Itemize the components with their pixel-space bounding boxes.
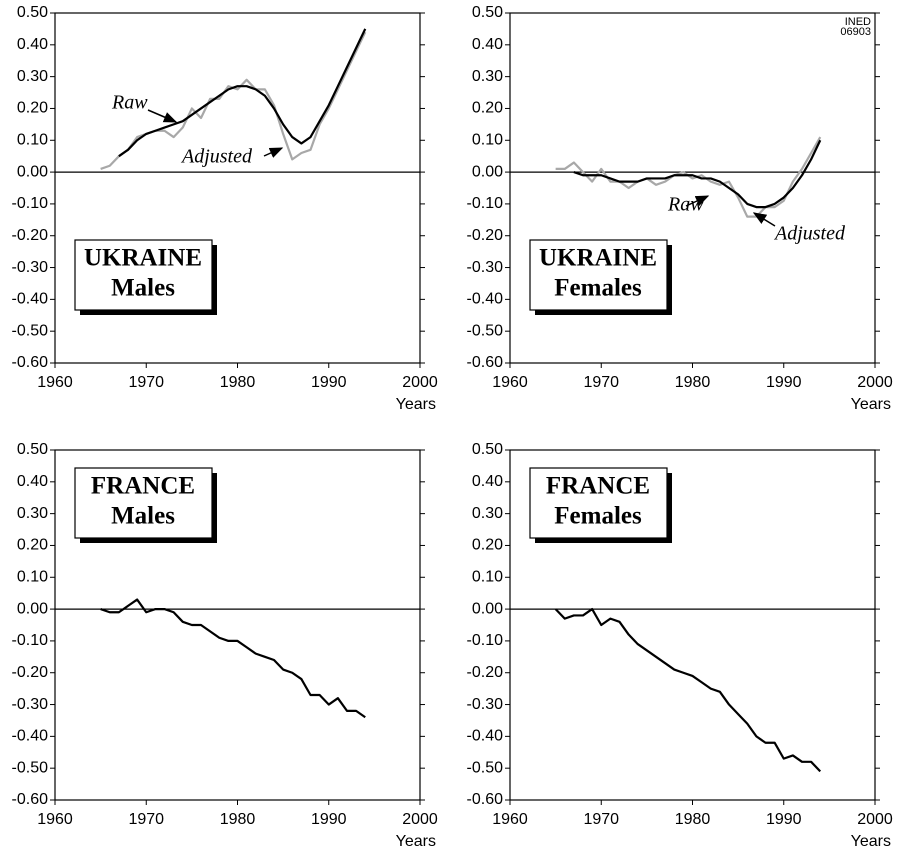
annotation-arrow (752, 212, 776, 227)
data-line (118, 28, 367, 158)
series-annotation: Raw (667, 194, 704, 216)
x-tick-label: 1990 (311, 374, 347, 391)
annotation-arrow (685, 195, 710, 207)
y-tick-label: 0.50 (17, 441, 48, 458)
x-tick-label: 1990 (311, 811, 347, 828)
x-tick-label: 1980 (220, 811, 256, 828)
y-tick-label: -0.20 (12, 664, 49, 681)
y-tick-label: -0.60 (467, 791, 504, 808)
y-tick-label: 0.40 (17, 473, 48, 490)
y-tick-label: -0.60 (12, 791, 49, 808)
y-tick-label: -0.10 (12, 632, 49, 649)
data-line (573, 139, 822, 209)
y-tick-label: 0.40 (472, 36, 503, 53)
panel-title: UKRAINE (84, 245, 202, 272)
y-tick-label: 0.50 (472, 441, 503, 458)
x-tick-label: 1960 (492, 374, 528, 391)
x-tick-label: 1990 (766, 811, 802, 828)
y-tick-label: -0.30 (12, 259, 49, 276)
series-annotation: Adjusted (180, 146, 253, 168)
note: INED (845, 16, 871, 28)
y-tick-label: 0.20 (17, 537, 48, 554)
y-tick-label: 0.30 (472, 505, 503, 522)
x-tick-label: 1970 (583, 811, 619, 828)
y-tick-label: -0.60 (467, 354, 504, 371)
x-tick-label: 1960 (37, 374, 73, 391)
y-tick-label: 0.10 (17, 568, 48, 585)
x-tick-label: 1980 (675, 811, 711, 828)
series-annotation: Raw (111, 92, 148, 114)
y-tick-label: -0.10 (467, 195, 504, 212)
x-tick-label: 1980 (220, 374, 256, 391)
x-tick-label: 2000 (857, 374, 893, 391)
x-tick-label: 1980 (675, 374, 711, 391)
y-tick-label: -0.20 (12, 227, 49, 244)
y-tick-label: 0.20 (472, 537, 503, 554)
y-tick-label: -0.10 (12, 195, 49, 212)
y-tick-label: -0.30 (12, 696, 49, 713)
x-tick-label: 2000 (402, 811, 438, 828)
y-tick-label: 0.40 (472, 473, 503, 490)
x-tick-label: 1970 (583, 374, 619, 391)
y-tick-label: 0.50 (472, 4, 503, 21)
y-tick-label: 0.20 (17, 100, 48, 117)
x-tick-label: 1960 (492, 811, 528, 828)
y-tick-label: 0.00 (472, 163, 503, 180)
label-box (529, 239, 668, 311)
y-tick-label: 0.10 (472, 568, 503, 585)
x-tick-label: 1990 (766, 374, 802, 391)
y-tick-label: 0.40 (17, 36, 48, 53)
x-axis-label: Years (396, 396, 436, 413)
panel-title: FRANCE (546, 473, 650, 500)
y-tick-label: -0.40 (12, 291, 49, 308)
data-line (554, 607, 822, 773)
annotation-arrow (263, 147, 284, 158)
y-tick-label: -0.20 (467, 664, 504, 681)
x-axis-label: Years (851, 833, 891, 850)
y-tick-label: 0.10 (17, 131, 48, 148)
y-tick-label: 0.10 (472, 131, 503, 148)
panel-subtitle: Females (554, 503, 642, 530)
x-tick-label: 1970 (128, 374, 164, 391)
y-tick-label: -0.50 (467, 322, 504, 339)
x-tick-label: 1960 (37, 811, 73, 828)
x-tick-label: 2000 (402, 374, 438, 391)
y-tick-label: -0.20 (467, 227, 504, 244)
y-tick-label: 0.00 (17, 600, 48, 617)
y-tick-label: 0.30 (472, 68, 503, 85)
panel-subtitle: Males (111, 275, 175, 302)
y-tick-label: 0.50 (17, 4, 48, 21)
x-axis-label: Years (851, 396, 891, 413)
y-tick-label: -0.30 (467, 259, 504, 276)
panel-title: UKRAINE (539, 245, 657, 272)
label-box (74, 239, 213, 311)
label-box (74, 467, 213, 539)
series-annotation: Adjusted (773, 223, 846, 245)
y-tick-label: -0.40 (467, 291, 504, 308)
y-tick-label: -0.50 (12, 759, 49, 776)
annotation-arrow (147, 109, 178, 123)
y-tick-label: -0.40 (12, 728, 49, 745)
x-axis-label: Years (396, 833, 436, 850)
panel-title: FRANCE (91, 473, 195, 500)
x-tick-label: 2000 (857, 811, 893, 828)
panel-subtitle: Females (554, 275, 642, 302)
panel-subtitle: Males (111, 503, 175, 530)
y-tick-label: -0.40 (467, 728, 504, 745)
y-tick-label: 0.30 (17, 68, 48, 85)
y-tick-label: -0.60 (12, 354, 49, 371)
x-tick-label: 1970 (128, 811, 164, 828)
note: 06903 (840, 26, 871, 38)
y-tick-label: -0.50 (12, 322, 49, 339)
data-line (100, 598, 366, 719)
y-tick-label: 0.30 (17, 505, 48, 522)
y-tick-label: -0.50 (467, 759, 504, 776)
y-tick-label: -0.30 (467, 696, 504, 713)
y-tick-label: 0.00 (472, 600, 503, 617)
y-tick-label: 0.20 (472, 100, 503, 117)
label-box (529, 467, 668, 539)
y-tick-label: -0.10 (467, 632, 504, 649)
y-tick-label: 0.00 (17, 163, 48, 180)
